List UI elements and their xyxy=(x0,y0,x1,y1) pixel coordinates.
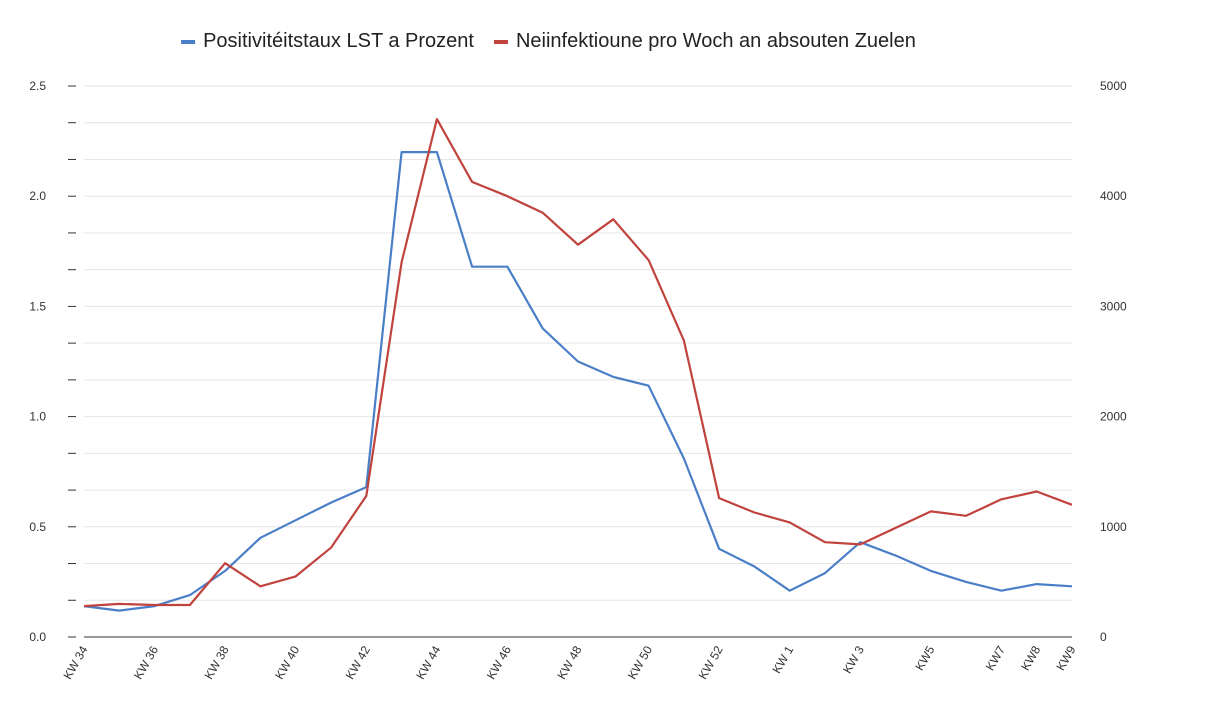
x-tick-label: KW 50 xyxy=(625,643,655,681)
gridlines xyxy=(84,85,1072,601)
y-right-tick-label: 2000 xyxy=(1100,410,1127,424)
x-tick-label: KW9 xyxy=(1053,643,1078,673)
y-left-tick-label: 2.0 xyxy=(29,189,46,203)
y-left-tick-label: 1.5 xyxy=(29,299,46,313)
x-tick-label: KW 48 xyxy=(554,643,584,681)
legend-swatch xyxy=(181,40,196,44)
x-tick-label: KW 40 xyxy=(272,643,302,681)
series-line-1 xyxy=(83,151,1073,612)
x-tick-label: KW 44 xyxy=(413,643,443,681)
chart-legend: Positivitéitstaux LST a Prozent Neiinfekt… xyxy=(181,30,916,52)
y-right-tick-label: 1000 xyxy=(1100,520,1127,534)
x-tick-label: KW 3 xyxy=(840,643,867,676)
x-tick-label: KW 52 xyxy=(696,643,726,681)
x-tick-label: KW 34 xyxy=(60,643,90,681)
y-left-tick-label: 2.5 xyxy=(29,79,46,93)
legend-label: Positivitéitstaux LST a Prozent xyxy=(203,30,474,52)
x-tick-label: KW8 xyxy=(1018,643,1043,673)
x-tick-label: KW7 xyxy=(983,643,1008,673)
x-tick-label: KW 36 xyxy=(131,643,161,681)
y-right-tick-label: 4000 xyxy=(1100,189,1127,203)
legend-label: Neiinfektioune pro Woch an absouten Zuel… xyxy=(516,30,916,52)
x-tick-label: KW5 xyxy=(912,643,937,673)
x-tick-label: KW 38 xyxy=(202,643,232,681)
y-left-tick-label: 1.0 xyxy=(29,410,46,424)
x-tick-label: KW 1 xyxy=(770,643,797,676)
legend-swatch xyxy=(493,40,508,44)
y-left-tick-label: 0.0 xyxy=(29,630,46,644)
y-axis-left: 0.0 0.5 1.0 1.5 2.0 2.5 xyxy=(29,79,76,644)
y-axis-right: 0 1000 2000 3000 4000 5000 xyxy=(1100,79,1127,644)
y-right-tick-label: 5000 xyxy=(1100,79,1127,93)
y-right-tick-label: 3000 xyxy=(1100,299,1127,313)
x-tick-label: KW 46 xyxy=(484,643,514,681)
x-tick-label: KW 42 xyxy=(343,643,373,681)
y-right-tick-label: 0 xyxy=(1100,630,1107,644)
y-left-tick-label: 0.5 xyxy=(29,520,46,534)
series-lines xyxy=(83,117,1073,612)
series-line-2 xyxy=(83,117,1073,608)
x-axis: KW 34 KW 36 KW 38 KW 40 KW 42 KW 44 KW 46 KW 48… xyxy=(60,636,1079,682)
